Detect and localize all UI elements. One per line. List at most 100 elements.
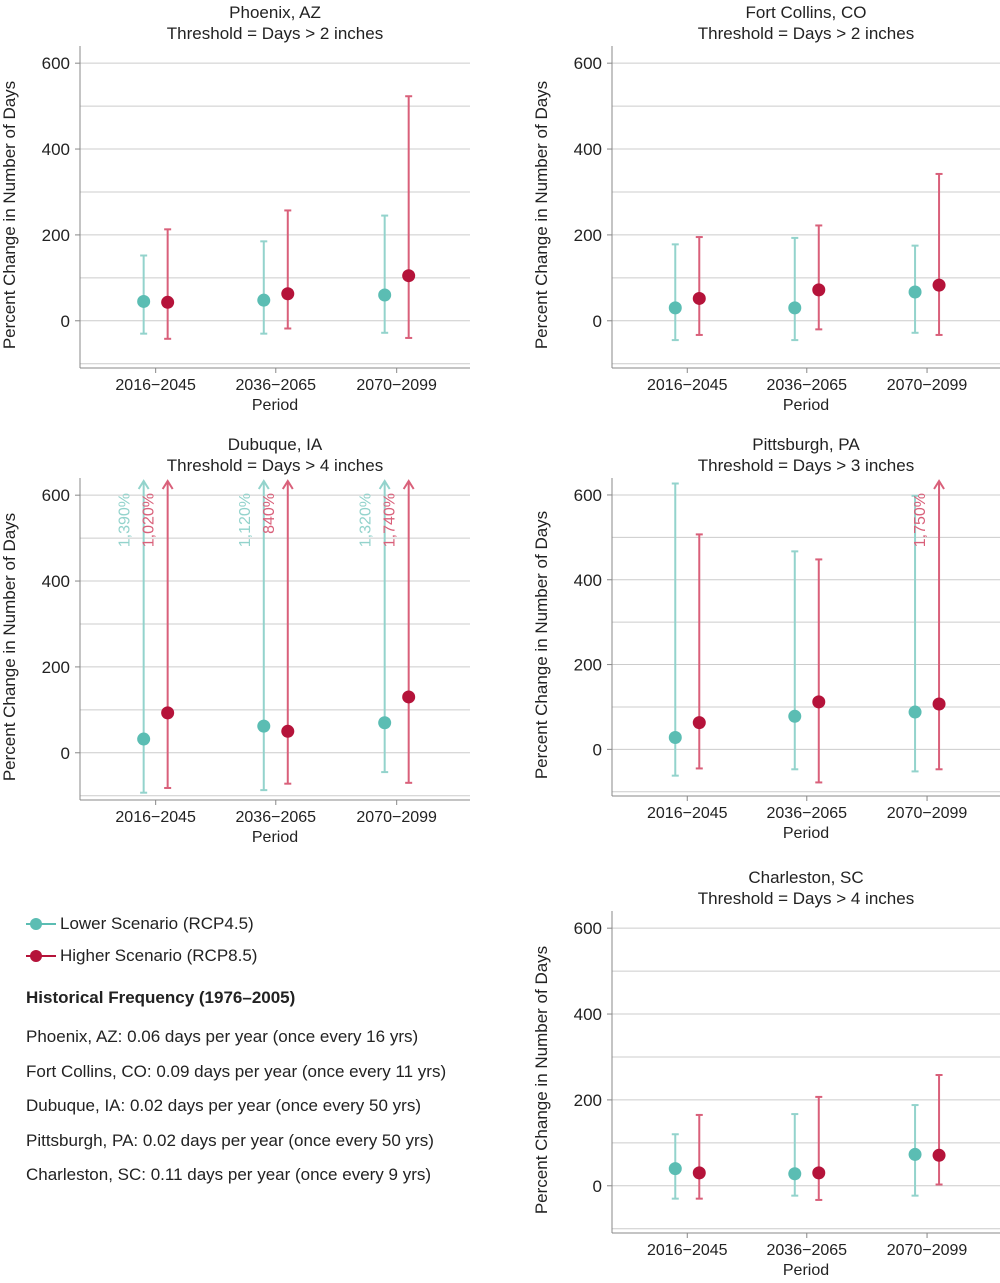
y-axis-label: Percent Change in Number of Days	[532, 946, 551, 1214]
lower-point	[137, 732, 151, 746]
higher-overflow-arrow-icon	[161, 479, 174, 490]
x-axis-label: Period	[783, 1262, 829, 1279]
higher-scenario-marker-icon	[26, 950, 56, 962]
higher-point	[692, 291, 706, 305]
lower-point	[668, 301, 682, 315]
chart-title: Fort Collins, CO	[746, 3, 867, 22]
higher-overflow-label: 1,740%	[382, 493, 399, 547]
chart-dubuque-ia: Dubuque, IA Threshold = Days > 4 inches 0 2…	[0, 435, 470, 846]
higher-point	[402, 690, 416, 704]
lower-point	[788, 1167, 802, 1181]
y-tick-label: 400	[42, 140, 70, 159]
higher-point	[932, 1148, 946, 1162]
x-tick-label: 2036−2065	[767, 805, 848, 822]
higher-point	[281, 724, 295, 738]
y-tick-label: 0	[61, 744, 70, 763]
chart-subtitle: Threshold = Days > 3 inches	[698, 456, 914, 475]
y-tick-label: 0	[593, 740, 602, 759]
y-tick-label: 600	[574, 54, 602, 73]
y-tick-label: 600	[574, 486, 602, 505]
y-tick-label: 200	[42, 226, 70, 245]
chart-fort-collins-co: Fort Collins, CO Threshold = Days > 2 inc…	[532, 3, 1000, 414]
higher-point	[932, 697, 946, 711]
x-axis-label: Period	[783, 397, 829, 414]
y-tick-label: 400	[574, 1005, 602, 1024]
x-tick-label: 2016−2045	[115, 809, 196, 826]
chart-subtitle: Threshold = Days > 4 inches	[167, 456, 383, 475]
lower-point	[668, 730, 682, 744]
chart-subtitle: Threshold = Days > 2 inches	[167, 24, 383, 43]
higher-point	[161, 295, 175, 309]
higher-overflow-label: 1,750%	[912, 493, 929, 547]
lower-scenario-marker-icon	[26, 918, 56, 930]
x-tick-label: 2070−2099	[887, 377, 968, 394]
y-axis-label: Percent Change in Number of Days	[532, 81, 551, 349]
x-tick-label: 2070−2099	[356, 809, 437, 826]
x-tick-label: 2036−2065	[236, 377, 317, 394]
x-tick-label: 2036−2065	[767, 1242, 848, 1259]
y-tick-label: 600	[574, 919, 602, 938]
lower-point	[908, 285, 922, 299]
x-tick-label: 2016−2045	[647, 805, 728, 822]
higher-point	[402, 269, 416, 283]
y-axis-label: Percent Change in Number of Days	[532, 511, 551, 779]
chart-pittsburgh-pa: Pittsburgh, PA Threshold = Days > 3 inche…	[532, 435, 1000, 842]
lower-point	[788, 301, 802, 315]
lower-point	[378, 716, 392, 730]
legend-label-higher: Higher Scenario (RCP8.5)	[60, 946, 258, 965]
legend: Lower Scenario (RCP4.5) Higher Scenario …	[26, 908, 526, 972]
x-tick-label: 2016−2045	[647, 1242, 728, 1259]
higher-overflow-arrow-icon	[281, 479, 294, 490]
y-tick-label: 0	[593, 312, 602, 331]
y-tick-label: 600	[42, 54, 70, 73]
y-tick-label: 400	[42, 572, 70, 591]
lower-point	[378, 288, 392, 302]
y-tick-label: 200	[574, 1091, 602, 1110]
higher-overflow-label: 840%	[261, 493, 278, 534]
chart-phoenix-az: Phoenix, AZ Threshold = Days > 2 inches 0 2…	[0, 3, 470, 414]
historical-item-dubuque: Dubuque, IA: 0.02 days per year (once ev…	[26, 1096, 421, 1115]
x-axis-label: Period	[783, 825, 829, 842]
legend-item-higher: Higher Scenario (RCP8.5)	[26, 940, 526, 972]
lower-overflow-arrow-icon	[378, 479, 391, 490]
higher-point	[161, 706, 175, 720]
lower-overflow-label: 1,120%	[237, 493, 254, 547]
x-tick-label: 2070−2099	[887, 805, 968, 822]
lower-overflow-label: 1,390%	[117, 493, 134, 547]
x-axis-label: Period	[252, 829, 298, 846]
lower-overflow-arrow-icon	[257, 479, 270, 490]
higher-point	[692, 1166, 706, 1180]
x-tick-label: 2070−2099	[887, 1242, 968, 1259]
x-axis-label: Period	[252, 397, 298, 414]
chart-charleston-sc: Charleston, SC Threshold = Days > 4 inche…	[532, 868, 1000, 1279]
lower-point	[257, 293, 271, 307]
y-axis-label: Percent Change in Number of Days	[0, 81, 19, 349]
historical-frequency-list: Phoenix, AZ: 0.06 days per year (once ev…	[26, 1020, 446, 1193]
y-tick-label: 400	[574, 140, 602, 159]
y-tick-label: 600	[42, 486, 70, 505]
y-tick-label: 200	[42, 658, 70, 677]
x-tick-label: 2036−2065	[767, 377, 848, 394]
chart-title: Charleston, SC	[748, 868, 863, 887]
lower-point	[257, 719, 271, 733]
chart-subtitle: Threshold = Days > 2 inches	[698, 24, 914, 43]
y-tick-label: 200	[574, 656, 602, 675]
y-tick-label: 0	[593, 1177, 602, 1196]
higher-point	[692, 716, 706, 730]
lower-overflow-label: 1,320%	[358, 493, 375, 547]
y-tick-label: 400	[574, 571, 602, 590]
historical-item-pittsburgh: Pittsburgh, PA: 0.02 days per year (once…	[26, 1130, 434, 1150]
higher-point	[281, 287, 295, 301]
higher-point	[932, 278, 946, 292]
higher-point	[812, 695, 826, 709]
chart-title: Phoenix, AZ	[229, 3, 321, 22]
higher-point	[812, 283, 826, 297]
chart-subtitle: Threshold = Days > 4 inches	[698, 889, 914, 908]
lower-overflow-arrow-icon	[137, 479, 150, 490]
lower-point	[137, 294, 151, 308]
legend-label-lower: Lower Scenario (RCP4.5)	[60, 914, 254, 933]
historical-item-phoenix: Phoenix, AZ: 0.06 days per year (once ev…	[26, 1027, 419, 1046]
y-tick-label: 0	[61, 312, 70, 331]
x-tick-label: 2016−2045	[115, 377, 196, 394]
chart-title: Pittsburgh, PA	[752, 435, 860, 454]
